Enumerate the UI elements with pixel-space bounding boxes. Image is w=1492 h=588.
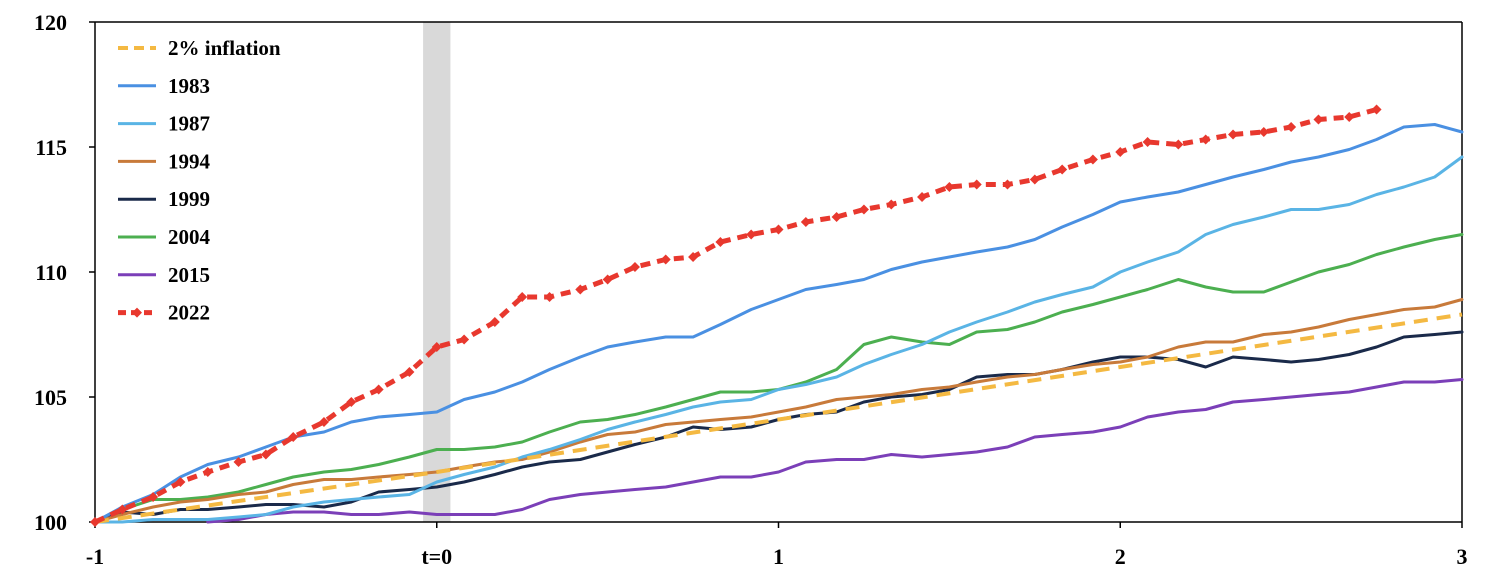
series-point-2022 xyxy=(944,182,955,192)
series-point-2022 xyxy=(90,517,100,527)
series-point-2022 xyxy=(1286,122,1297,132)
series-line-1987 xyxy=(93,155,1464,524)
legend-label-1999: 1999 xyxy=(168,187,210,211)
x-tick-label: -1 xyxy=(86,544,104,569)
series-point-2022 xyxy=(148,492,159,502)
series-point-2022 xyxy=(1200,134,1211,145)
series-point-2022 xyxy=(459,334,470,345)
legend-label-2022: 2022 xyxy=(168,301,210,325)
series-line-1994 xyxy=(93,298,1464,524)
series-point-2022 xyxy=(346,397,357,407)
series-point-2022 xyxy=(260,449,271,460)
x-tick-label: 2 xyxy=(1115,544,1126,569)
series-point-2022 xyxy=(858,204,869,215)
series-point-2022 xyxy=(629,262,640,272)
series-line-2004 xyxy=(93,233,1464,524)
legend-label-2015: 2015 xyxy=(168,263,210,287)
series-point-2022 xyxy=(1258,127,1269,137)
series-point-2022 xyxy=(1142,137,1153,147)
series-point-2022 xyxy=(117,504,128,515)
series-line-2-inflation xyxy=(94,312,1463,524)
series-point-2022 xyxy=(233,457,244,467)
series-point-2022 xyxy=(1002,179,1013,190)
series-point-2022 xyxy=(288,432,299,442)
event-shaded-band xyxy=(423,22,451,522)
series-point-2022 xyxy=(660,254,671,265)
series-point-2022 xyxy=(1029,174,1040,185)
series-point-2022 xyxy=(544,292,555,302)
tick-labels: -1 t=0 1 2 3 100 105 110 115 120 xyxy=(34,10,1468,569)
series-point-2022 xyxy=(318,417,329,427)
series-point-2022 xyxy=(886,199,897,210)
series-point-2022 xyxy=(1371,104,1382,115)
series-point-2022 xyxy=(688,252,699,262)
series-point-2022 xyxy=(917,192,928,202)
series-point-2022 xyxy=(1344,112,1355,122)
series-point-2022 xyxy=(1313,114,1324,125)
series-point-2022 xyxy=(373,384,384,395)
series-point-2022 xyxy=(489,317,500,327)
series-lines xyxy=(90,104,1464,527)
series-line-2015 xyxy=(206,378,1464,524)
series-point-2022 xyxy=(831,212,842,222)
legend-marker-2022 xyxy=(132,307,142,318)
series-point-2022 xyxy=(715,237,726,247)
legend-label-1983: 1983 xyxy=(168,74,210,98)
series-point-2022 xyxy=(746,229,757,240)
y-tick-label: 105 xyxy=(34,385,67,410)
series-point-2022 xyxy=(517,292,528,302)
axes xyxy=(89,21,1463,528)
legend-label-2-inflation: 2% inflation xyxy=(168,36,281,60)
series-point-2022 xyxy=(1057,164,1068,175)
y-tick-label: 100 xyxy=(34,510,67,535)
y-tick-label: 115 xyxy=(35,135,67,160)
series-point-2022 xyxy=(1087,154,1098,165)
series-point-2022 xyxy=(404,367,415,377)
series-point-2022 xyxy=(431,342,442,352)
series-point-2022 xyxy=(202,467,213,477)
legend-label-1987: 1987 xyxy=(168,112,210,136)
legend-label-1994: 1994 xyxy=(168,149,211,173)
legend: 2% inflation 1983 1987 1994 1999 2004 2015 2022 xyxy=(118,36,281,325)
shaded-band-layer xyxy=(423,22,451,522)
series-point-2022 xyxy=(175,477,186,487)
series-point-2022 xyxy=(800,217,811,227)
x-tick-label: 3 xyxy=(1457,544,1468,569)
x-tick-label: 1 xyxy=(773,544,784,569)
series-point-2022 xyxy=(1115,147,1126,157)
legend-label-2004: 2004 xyxy=(168,225,211,249)
series-point-2022 xyxy=(1228,129,1239,140)
series-line-1983 xyxy=(93,123,1464,524)
series-point-2022 xyxy=(1173,139,1184,150)
y-tick-label: 110 xyxy=(35,260,67,285)
series-point-2022 xyxy=(971,179,982,190)
series-point-2022 xyxy=(575,284,586,295)
y-tick-label: 120 xyxy=(34,10,67,35)
series-point-2022 xyxy=(602,274,613,285)
series-point-2022 xyxy=(773,224,784,235)
x-tick-label: t=0 xyxy=(421,544,452,569)
